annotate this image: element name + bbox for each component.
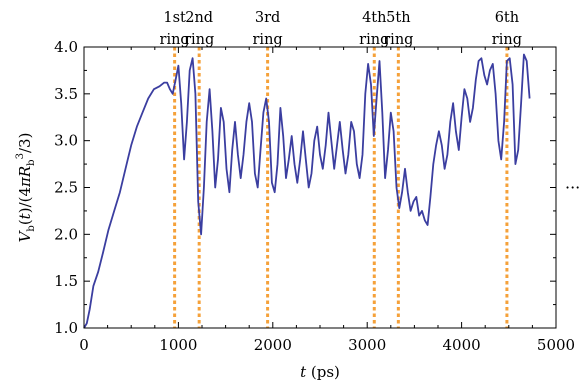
y-axis-title: Vb(t)/(4πRb3/3) <box>15 133 37 243</box>
ring-markers <box>173 47 509 328</box>
y-tick-label: 2.0 <box>54 225 78 243</box>
ring-label-ordinal: 6th <box>495 10 519 26</box>
y-axis: 1.0 1.5 2.0 2.5 3.0 3.5 4.0 <box>54 38 556 337</box>
series-line <box>83 53 531 329</box>
ring-label-word: ring <box>253 32 283 48</box>
y-tick-label: 2.5 <box>54 179 78 197</box>
ring-label-ordinal: 5th <box>386 10 410 26</box>
ring-label-word: ring <box>492 32 522 48</box>
x-tick-label: 5000 <box>537 336 575 354</box>
ring-labels: 1st ring 2nd ring 3rd ring 4th ring 5th ring 6th ri… <box>160 10 522 48</box>
y-tick-label: 1.0 <box>54 319 78 337</box>
x-tick-label: 4000 <box>443 336 481 354</box>
x-axis-title-unit: (ps) <box>311 363 340 381</box>
x-axis-title-var: t <box>300 363 307 381</box>
ring-label-word: ring <box>160 32 190 48</box>
ring-label-ordinal: 2nd <box>185 10 213 26</box>
y-tick-label: 1.5 <box>54 272 78 290</box>
ring-label-ordinal: 1st <box>163 10 186 26</box>
series-layer <box>83 53 531 329</box>
ring-label-word: ring <box>383 32 413 48</box>
x-tick-label: 2000 <box>254 336 292 354</box>
ring-label-ordinal: 3rd <box>255 10 280 26</box>
y-tick-label: 3.0 <box>54 132 78 150</box>
x-axis-title: t (ps) <box>300 363 340 381</box>
x-axis: 0 1000 2000 3000 4000 5000 <box>79 47 575 354</box>
x-tick-label: 0 <box>79 336 89 354</box>
ring-label-word: ring <box>184 32 214 48</box>
ring-label-word: ring <box>359 32 389 48</box>
trailing-annotation: ··· <box>565 178 580 197</box>
x-tick-label: 3000 <box>348 336 386 354</box>
y-tick-label: 4.0 <box>54 38 78 56</box>
y-tick-label: 3.5 <box>54 85 78 103</box>
x-tick-label: 1000 <box>159 336 197 354</box>
ring-label-ordinal: 4th <box>362 10 386 26</box>
